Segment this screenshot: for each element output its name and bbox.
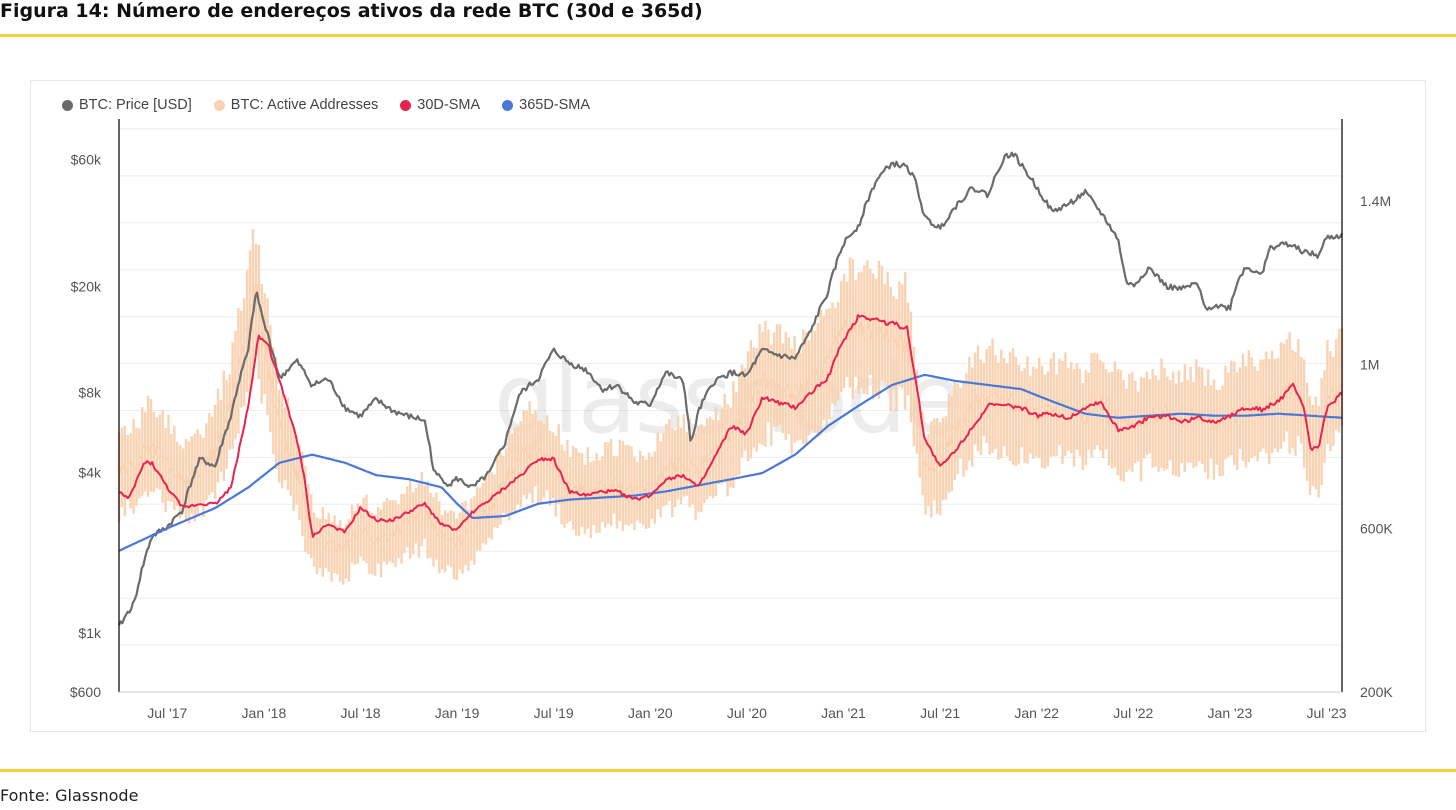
price-series-line	[117, 151, 1343, 626]
legend-dot-active-addresses	[213, 99, 225, 111]
x-axis-ticks: Jul '17 Jan '18 Jul '18 Jan '19 Jul '19 Jan '…	[147, 705, 1346, 721]
x-tick-label: Jan '20	[628, 705, 673, 721]
legend-item-365d-sma[interactable]: 365D-SMA	[502, 97, 590, 113]
x-tick-label: Jan '22	[1014, 705, 1059, 721]
right-axis-ticks: 200K 600K 1M 1.4M	[1360, 193, 1393, 700]
sma30-series-line	[118, 314, 1343, 538]
right-y-tick-label: 200K	[1360, 684, 1393, 700]
legend-item-price[interactable]: BTC: Price [USD]	[62, 97, 192, 113]
x-tick-label: Jan '21	[821, 705, 866, 721]
left-axis-ticks: $600 $1k $4k $8k $20k $60k	[70, 151, 102, 700]
left-y-tick-label: $60k	[71, 151, 102, 167]
x-tick-label: Jul '21	[920, 705, 960, 721]
active-series-line	[118, 281, 1343, 553]
legend-dot-30d-sma	[400, 99, 412, 111]
legend-label-30d-sma: 30D-SMA	[417, 97, 481, 113]
x-tick-label: Jul '22	[1113, 705, 1153, 721]
left-y-tick-label: $8k	[78, 384, 102, 400]
sma30-layer	[118, 314, 1343, 538]
x-tick-label: Jan '18	[242, 705, 287, 721]
x-tick-label: Jul '18	[340, 705, 380, 721]
x-tick-label: Jul '19	[534, 705, 574, 721]
legend-item-active-addresses[interactable]: BTC: Active Addresses	[213, 97, 379, 113]
left-y-tick-label: $1k	[78, 625, 102, 641]
x-tick-label: Jul '17	[147, 705, 187, 721]
x-tick-label: Jan '23	[1208, 705, 1253, 721]
legend-label-price: BTC: Price [USD]	[79, 97, 192, 113]
sma365-series-line	[118, 373, 1343, 552]
chart-legend: BTC: Price [USD] BTC: Active Addresses 3…	[62, 94, 590, 116]
legend-label-365d-sma: 365D-SMA	[519, 97, 591, 113]
x-tick-label: Jul '20	[727, 705, 767, 721]
source-note: Fonte: Glassnode	[0, 786, 139, 805]
left-y-tick-label: $4k	[78, 465, 102, 481]
bottom-divider	[0, 769, 1456, 772]
legend-label-active-addresses: BTC: Active Addresses	[230, 97, 379, 113]
legend-item-30d-sma[interactable]: 30D-SMA	[400, 97, 480, 113]
axes	[118, 119, 1343, 693]
legend-dot-price	[62, 99, 73, 111]
figure-title: Figura 14: Número de endereços ativos da…	[0, 0, 703, 22]
sma365-layer	[118, 373, 1343, 552]
right-y-tick-label: 600K	[1360, 520, 1393, 536]
left-y-tick-label: $600	[70, 684, 101, 700]
legend-dot-365d-sma	[502, 99, 514, 111]
x-tick-label: Jan '19	[435, 705, 480, 721]
top-divider	[0, 34, 1456, 37]
right-y-tick-label: 1M	[1360, 357, 1379, 373]
price-layer	[117, 151, 1343, 626]
right-y-tick-label: 1.4M	[1360, 193, 1391, 209]
x-tick-label: Jul '23	[1306, 705, 1346, 721]
left-y-tick-label: $20k	[71, 278, 102, 294]
